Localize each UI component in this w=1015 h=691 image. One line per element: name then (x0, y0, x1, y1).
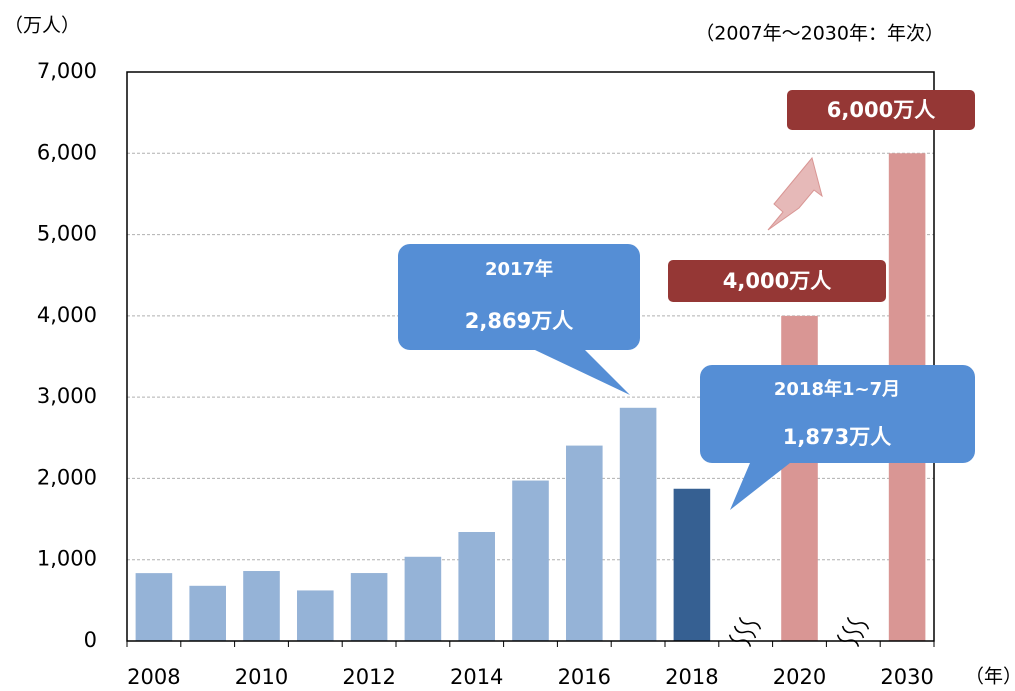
annotation: 4,000万人 (723, 269, 831, 293)
y-unit: （万人） (4, 15, 80, 37)
y-tick-label: 6,000 (37, 140, 97, 164)
callout (398, 244, 640, 395)
bar (350, 573, 388, 641)
bar (189, 585, 226, 641)
x-unit: （年） (965, 666, 1015, 688)
x-tick-label: 2008 (127, 665, 180, 689)
annotation: 2,869万人 (465, 309, 573, 333)
bar (566, 445, 603, 641)
y-tick-label: 7,000 (37, 59, 97, 83)
y-tick-label: 1,000 (37, 547, 97, 571)
y-tick-label: 0 (84, 628, 97, 652)
y-tick-label: 4,000 (37, 303, 97, 327)
bar (458, 531, 495, 641)
annotation: 2017年 (485, 258, 553, 280)
y-tick-label: 3,000 (37, 384, 97, 408)
bar (297, 590, 334, 641)
target-label-box (787, 90, 975, 130)
annotation: 2018年1~7月 (774, 378, 900, 400)
y-tick-label: 2,000 (37, 465, 97, 489)
target-label-box (668, 260, 886, 302)
subtitle: （2007年～2030年：年次） (695, 23, 944, 45)
growth-arrow (767, 156, 823, 231)
bar (404, 556, 442, 641)
bar (135, 573, 173, 641)
bar (673, 488, 711, 641)
bar (619, 407, 657, 641)
bar (243, 571, 280, 641)
annotation: 1,873万人 (783, 425, 891, 449)
y-tick-label: 5,000 (37, 222, 97, 246)
axis-breaks (728, 617, 870, 647)
x-tick-label: 2030 (880, 665, 933, 689)
x-tick-label: 2012 (342, 665, 395, 689)
x-tick-label: 2020 (773, 665, 826, 689)
x-tick-label: 2018 (665, 665, 718, 689)
bar (781, 315, 818, 641)
plot-frame (126, 71, 935, 642)
x-tick-label: 2014 (450, 665, 503, 689)
annotation: 6,000万人 (827, 98, 935, 122)
x-tick-label: 2016 (558, 665, 611, 689)
callout (700, 365, 975, 510)
x-tick-label: 2010 (235, 665, 288, 689)
bar (512, 480, 549, 641)
